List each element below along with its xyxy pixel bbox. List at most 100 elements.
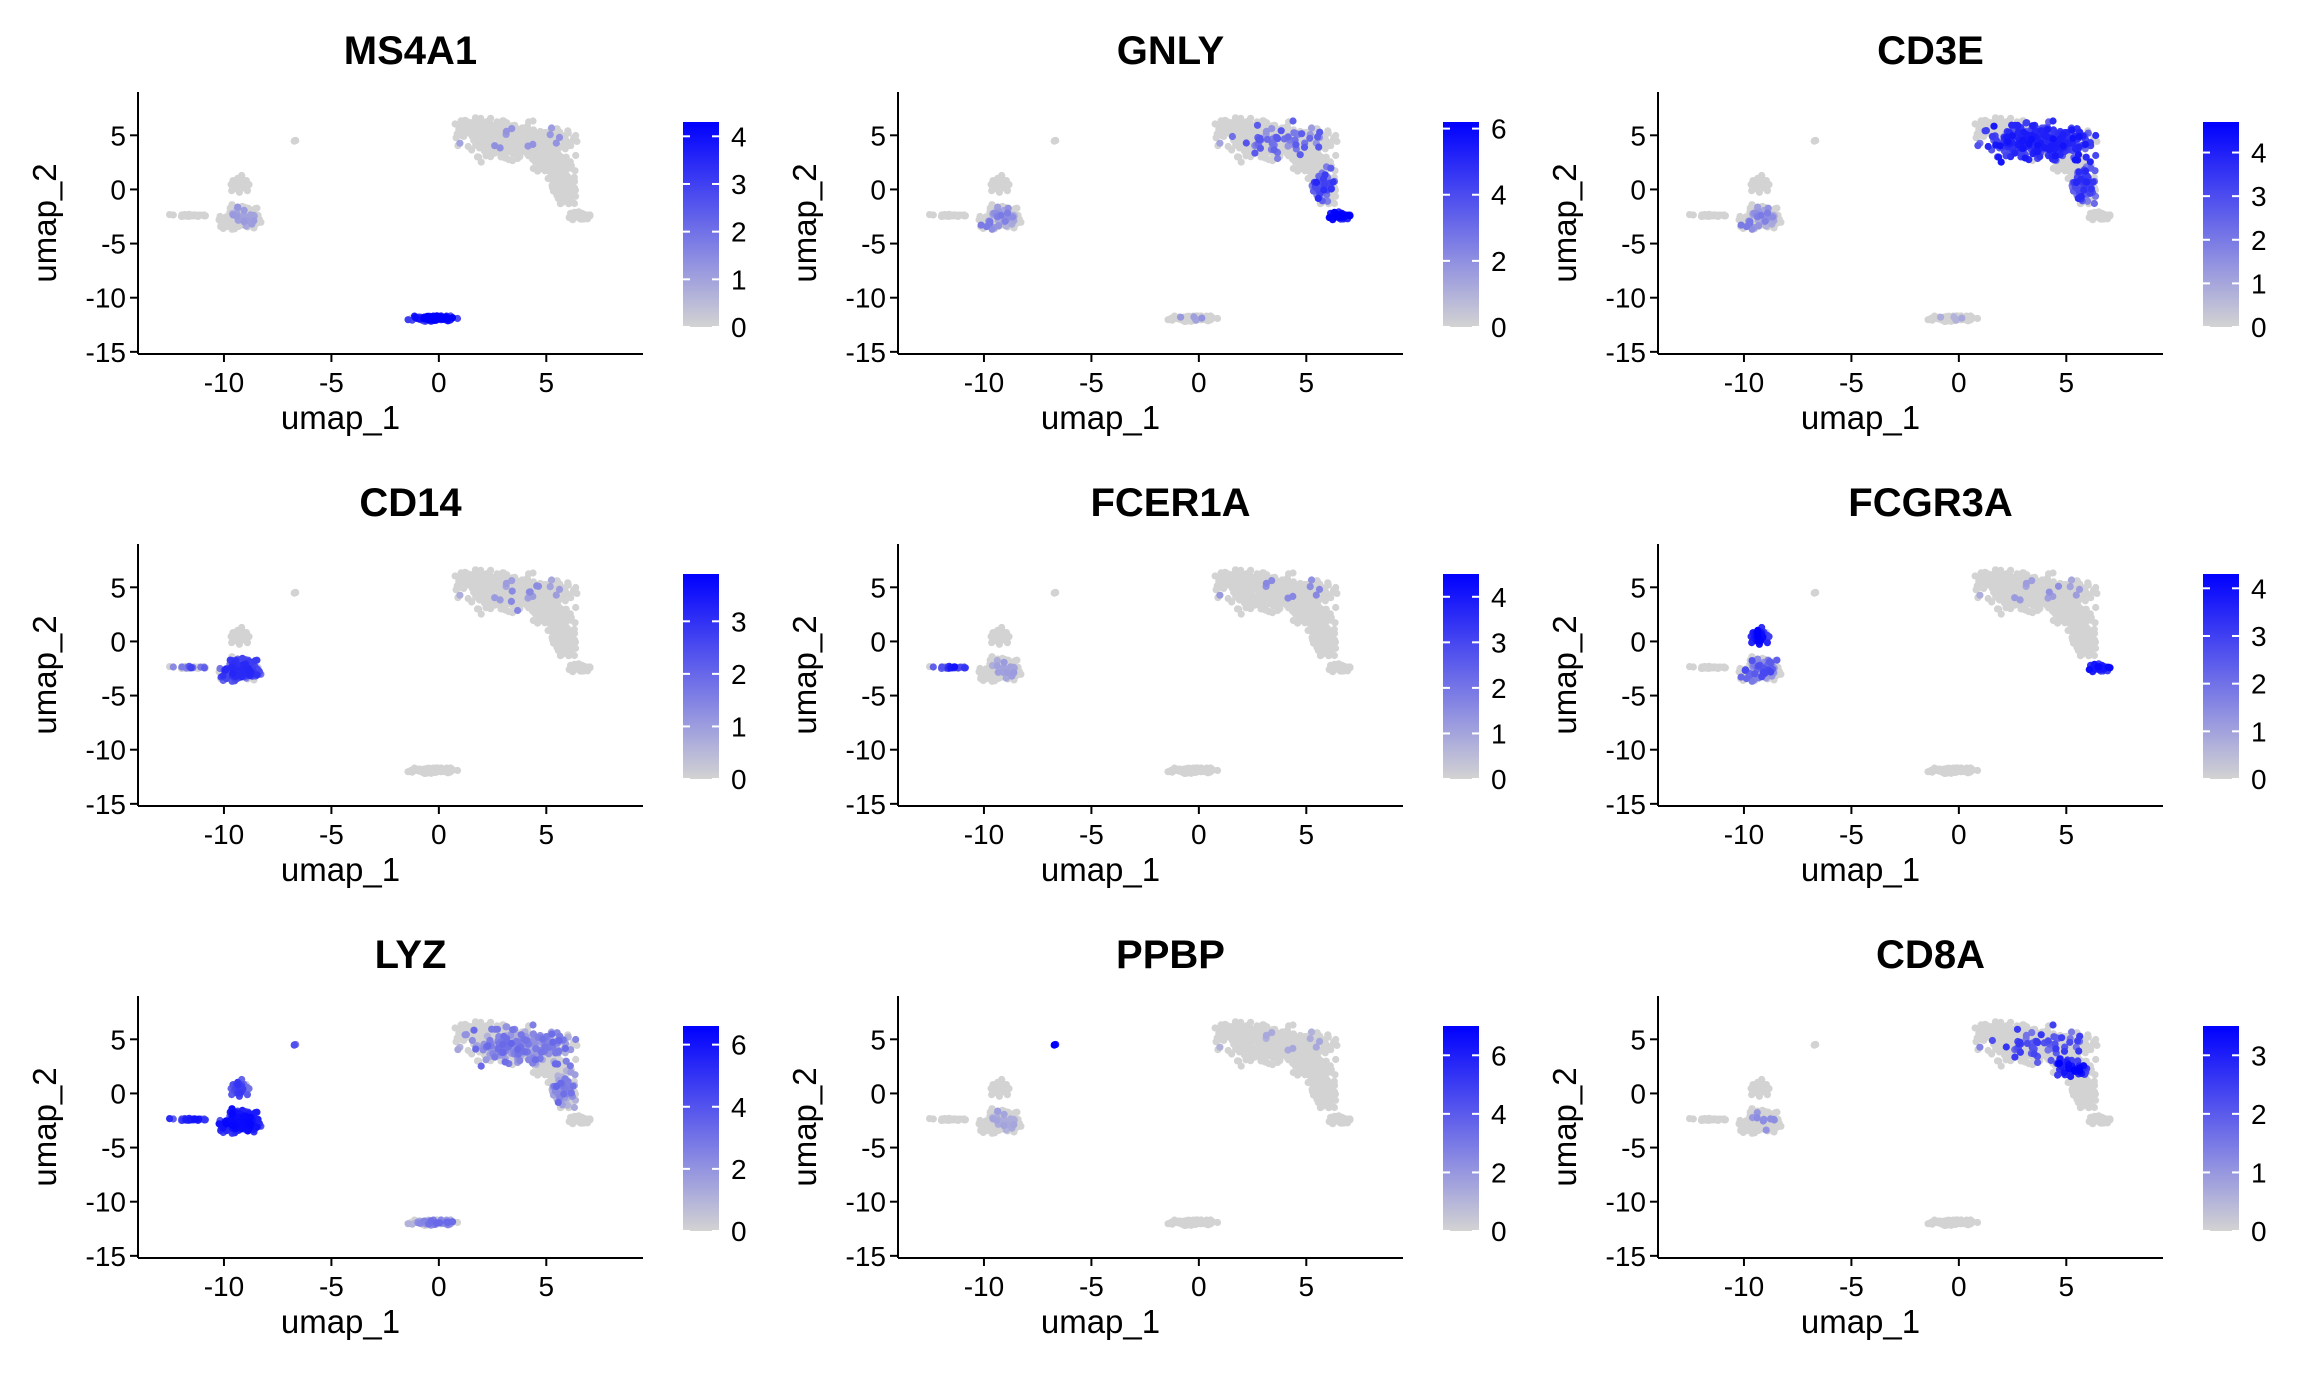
- cell-point: [960, 212, 969, 220]
- cell-point-expressing: [240, 218, 248, 226]
- cell-point: [558, 181, 566, 189]
- cell-point: [486, 601, 494, 609]
- cell-point-expressing: [502, 127, 510, 135]
- colorbar-tick-label: 3: [731, 169, 747, 200]
- cell-point-expressing: [1937, 313, 1945, 321]
- cell-point-expressing: [234, 203, 242, 211]
- y-tick-label: 0: [1630, 174, 1646, 205]
- cell-point-expressing: [548, 124, 556, 132]
- cell-point-expressing: [1190, 313, 1198, 321]
- cell-point: [549, 178, 558, 186]
- cell-point: [1211, 120, 1219, 128]
- cell-point-expressing: [496, 144, 504, 152]
- cell-point: [567, 594, 575, 602]
- y-tick-label: -5: [1621, 229, 1646, 260]
- cell-point: [521, 125, 530, 133]
- cell-point: [567, 198, 575, 206]
- cell-point-expressing: [2087, 185, 2095, 193]
- x-axis-label: umap_1: [281, 399, 400, 436]
- cell-point-expressing: [1290, 129, 1298, 137]
- cell-point: [548, 162, 556, 170]
- cell-point: [1247, 114, 1255, 122]
- cell-point: [541, 167, 549, 175]
- x-tick-label: 5: [1299, 367, 1315, 398]
- cell-point: [570, 134, 578, 142]
- cell-point: [2054, 167, 2062, 175]
- x-tick-label: 0: [1191, 367, 1207, 398]
- cell-point-expressing: [229, 211, 237, 219]
- x-tick-label: -5: [1079, 367, 1104, 398]
- cell-point-expressing: [1003, 209, 1012, 217]
- cell-point: [521, 577, 530, 585]
- colorbar-tick-label: 0: [1491, 312, 1507, 343]
- cell-point: [565, 184, 573, 192]
- y-tick-label: -15: [846, 337, 886, 368]
- cell-point: [549, 172, 558, 180]
- cell-point-expressing: [411, 314, 419, 322]
- colorbar: [1443, 122, 1479, 327]
- cell-point-expressing: [2092, 131, 2100, 140]
- cell-point: [1971, 120, 1979, 128]
- colorbar-tick-label: 4: [731, 121, 747, 152]
- points: [1686, 114, 2114, 325]
- cell-point-expressing: [1314, 194, 1322, 202]
- panel-title: GNLY: [1117, 29, 1225, 73]
- cell-point-expressing: [1289, 117, 1297, 125]
- cell-point-expressing: [456, 139, 464, 147]
- cell-point: [534, 167, 542, 175]
- cell-point: [1330, 134, 1338, 142]
- cell-point: [1308, 162, 1316, 170]
- cell-point-expressing: [1251, 149, 1259, 157]
- cell-point-expressing: [240, 206, 248, 214]
- cell-point-expressing: [2075, 143, 2083, 151]
- cell-point: [1235, 144, 1244, 152]
- cell-point-expressing: [1242, 139, 1250, 147]
- x-tick-label: 0: [431, 367, 447, 398]
- colorbar-tick-label: 2: [1491, 246, 1507, 277]
- cell-point-expressing: [2092, 151, 2100, 160]
- cell-point: [571, 186, 580, 194]
- cell-point: [510, 138, 518, 146]
- x-tick-label: 5: [539, 367, 555, 398]
- x-tick-label: 5: [2059, 367, 2075, 398]
- cell-point-expressing: [2019, 136, 2027, 144]
- cell-point: [1216, 129, 1224, 138]
- cell-point-expressing: [2047, 142, 2055, 150]
- cell-point-expressing: [1296, 151, 1304, 159]
- cell-point: [471, 114, 480, 122]
- colorbar-tick-label: 0: [731, 312, 747, 343]
- cell-point-expressing: [1300, 143, 1309, 151]
- cell-point: [456, 129, 464, 138]
- cell-point-expressing: [250, 217, 258, 225]
- cell-point: [169, 211, 177, 219]
- cell-point-expressing: [995, 222, 1003, 230]
- colorbar-tick-label: 0: [2251, 312, 2267, 343]
- cell-point: [1720, 212, 1728, 220]
- colorbar-tick-label: 3: [2251, 181, 2267, 212]
- cell-point-expressing: [1315, 143, 1323, 151]
- cell-point-expressing: [1312, 178, 1321, 186]
- cell-point-expressing: [1327, 185, 1335, 193]
- cell-point: [1231, 114, 1240, 122]
- cell-point-expressing: [2090, 199, 2098, 208]
- cell-point: [570, 208, 579, 216]
- cell-point-expressing: [1951, 314, 1959, 322]
- cell-point-expressing: [2029, 122, 2037, 130]
- cell-point-expressing: [1262, 127, 1270, 135]
- cell-point: [215, 216, 223, 224]
- cell-point: [474, 133, 482, 141]
- cell-point-expressing: [1321, 171, 1329, 179]
- cell-point: [996, 175, 1004, 183]
- x-tick-label: 0: [1951, 367, 1967, 398]
- y-tick-label: -10: [1606, 283, 1646, 314]
- cell-point-expressing: [1001, 217, 1009, 225]
- cell-point-expressing: [1263, 135, 1271, 143]
- cell-point-expressing: [2081, 167, 2090, 175]
- cell-point: [2007, 114, 2015, 122]
- cell-point: [564, 127, 572, 135]
- cell-point-expressing: [1755, 222, 1763, 230]
- cell-point-expressing: [2081, 140, 2089, 148]
